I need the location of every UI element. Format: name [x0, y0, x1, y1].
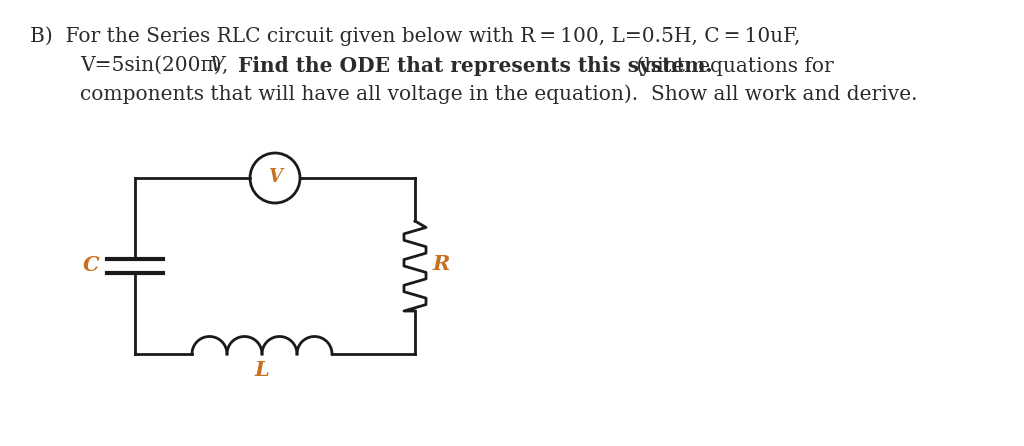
Text: R: R: [432, 254, 450, 274]
Text: V: V: [210, 56, 224, 75]
Text: components that will have all voltage in the equation).  Show all work and deriv: components that will have all voltage in…: [80, 84, 918, 103]
Text: V: V: [268, 168, 282, 186]
Text: V=5sin(200π): V=5sin(200π): [80, 56, 221, 75]
Text: C: C: [82, 255, 99, 275]
Text: B)  For the Series RLC circuit given below with R = 100, L=0.5H, C = 10uF,: B) For the Series RLC circuit given belo…: [30, 26, 801, 45]
Text: (hint: equations for: (hint: equations for: [630, 56, 834, 76]
Text: L: L: [255, 360, 269, 380]
Text: Find the ODE that represents this system.: Find the ODE that represents this system…: [238, 56, 713, 76]
Text: ,: ,: [222, 56, 241, 75]
